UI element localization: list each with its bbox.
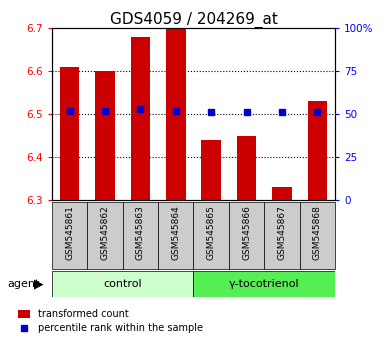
- Bar: [201, 140, 221, 200]
- Bar: [264, 202, 300, 269]
- Text: control: control: [104, 279, 142, 289]
- Title: GDS4059 / 204269_at: GDS4059 / 204269_at: [109, 12, 278, 28]
- Bar: [272, 187, 291, 200]
- Text: GSM545862: GSM545862: [100, 205, 110, 260]
- Bar: [52, 202, 87, 269]
- Text: GSM545866: GSM545866: [242, 205, 251, 260]
- Text: GSM545865: GSM545865: [207, 205, 216, 260]
- Bar: [87, 202, 123, 269]
- Text: agent: agent: [8, 279, 40, 289]
- Bar: [52, 271, 193, 297]
- Bar: [300, 202, 335, 269]
- Text: GSM545864: GSM545864: [171, 205, 180, 260]
- Bar: [60, 67, 79, 200]
- Bar: [193, 202, 229, 269]
- Bar: [166, 28, 186, 200]
- Text: GSM545868: GSM545868: [313, 205, 322, 260]
- Text: GSM545861: GSM545861: [65, 205, 74, 260]
- Bar: [131, 37, 150, 200]
- Bar: [95, 71, 115, 200]
- Bar: [237, 136, 256, 200]
- Text: GSM545867: GSM545867: [277, 205, 286, 260]
- Text: GSM545863: GSM545863: [136, 205, 145, 260]
- Bar: [158, 202, 193, 269]
- Bar: [193, 271, 335, 297]
- Bar: [229, 202, 264, 269]
- Bar: [123, 202, 158, 269]
- Text: ▶: ▶: [34, 278, 44, 291]
- Legend: transformed count, percentile rank within the sample: transformed count, percentile rank withi…: [17, 308, 205, 335]
- Text: γ-tocotrienol: γ-tocotrienol: [229, 279, 300, 289]
- Bar: [308, 101, 327, 200]
